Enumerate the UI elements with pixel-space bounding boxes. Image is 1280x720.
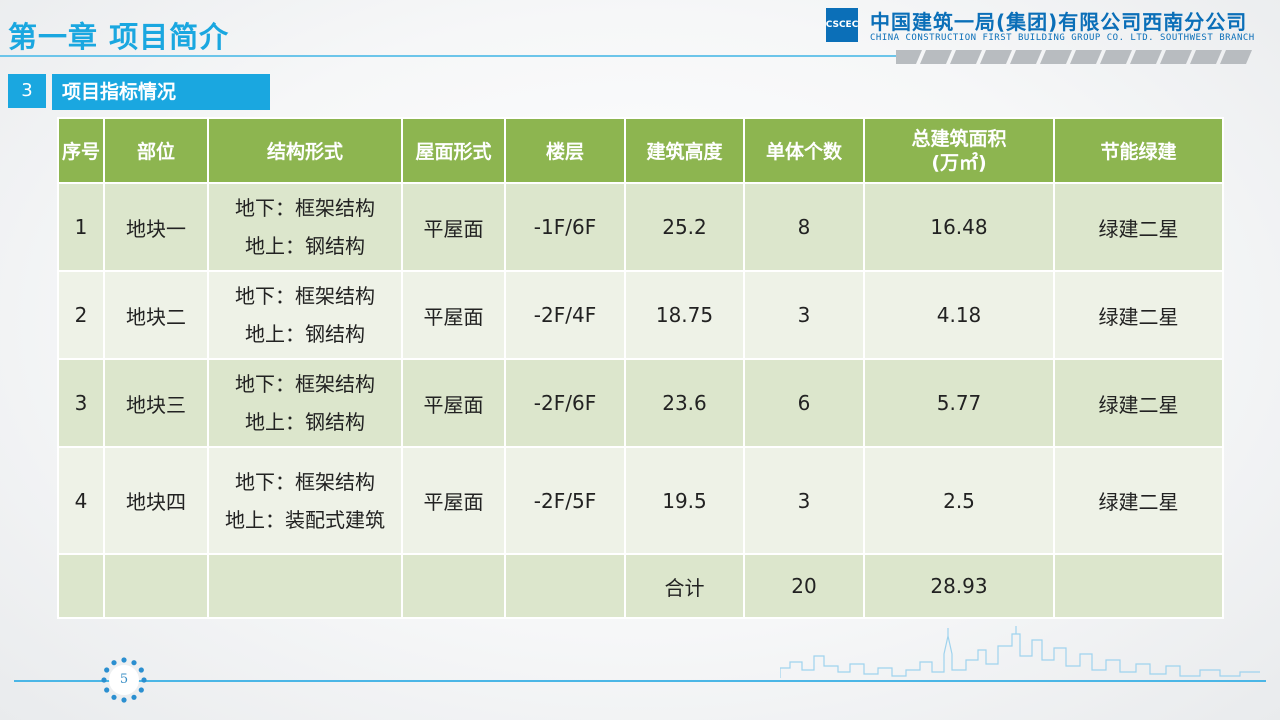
table-row: 2 地块二 地下：框架结构 地上：钢结构 平屋面 -2F/4F 18.75 3 …: [57, 270, 1224, 360]
cell-empty: [1053, 553, 1224, 619]
header-cell: 楼层: [504, 117, 626, 184]
header-cell-area: 总建筑面积 (万㎡): [863, 117, 1055, 184]
cell-roof: 平屋面: [401, 182, 506, 272]
logo-chinese-name: 中国建筑一局(集团)有限公司西南分公司: [870, 10, 1248, 34]
section-bar: 项目指标情况: [52, 74, 270, 110]
page-badge-icon: [101, 657, 147, 703]
cell-structure: 地下：框架结构 地上：钢结构: [207, 182, 403, 272]
cell-floors: -1F/6F: [504, 182, 626, 272]
cell-count: 6: [743, 358, 865, 448]
footer-rule: [14, 680, 1266, 682]
section-number: 3: [8, 74, 46, 108]
cell-green: 绿建二星: [1053, 270, 1224, 360]
cell-floors: -2F/5F: [504, 446, 626, 555]
structure-below: 地下：框架结构: [235, 469, 375, 494]
header-cell: 节能绿建: [1053, 117, 1224, 184]
cell-no: 1: [57, 182, 105, 272]
cell-no: 2: [57, 270, 105, 360]
header-cell: 序号: [57, 117, 105, 184]
cell-count: 8: [743, 182, 865, 272]
cell-part: 地块四: [103, 446, 209, 555]
cell-count: 3: [743, 446, 865, 555]
structure-above: 地上：钢结构: [245, 234, 365, 258]
cell-structure: 地下：框架结构 地上：钢结构: [207, 270, 403, 360]
cell-empty: [207, 553, 403, 619]
cell-green: 绿建二星: [1053, 446, 1224, 555]
cell-height: 19.5: [624, 446, 745, 555]
cell-floors: -2F/4F: [504, 270, 626, 360]
cell-structure: 地下：框架结构 地上：装配式建筑: [207, 446, 403, 555]
cell-area: 5.77: [863, 358, 1055, 448]
cell-part: 地块三: [103, 358, 209, 448]
header-cell: 部位: [103, 117, 209, 184]
cell-no: 3: [57, 358, 105, 448]
cell-part: 地块一: [103, 182, 209, 272]
cell-count: 3: [743, 270, 865, 360]
cell-roof: 平屋面: [401, 446, 506, 555]
cell-no: 4: [57, 446, 105, 555]
total-count: 20: [743, 553, 865, 619]
cell-height: 18.75: [624, 270, 745, 360]
cell-empty: [57, 553, 105, 619]
cell-green: 绿建二星: [1053, 358, 1224, 448]
cell-green: 绿建二星: [1053, 182, 1224, 272]
cell-height: 25.2: [624, 182, 745, 272]
cell-area: 16.48: [863, 182, 1055, 272]
structure-below: 地下：框架结构: [235, 372, 375, 396]
table-header-row: 序号 部位 结构形式 屋面形式 楼层 建筑高度 单体个数 总建筑面积 (万㎡) …: [57, 117, 1224, 184]
title-rule: [0, 55, 900, 57]
total-area: 28.93: [863, 553, 1055, 619]
cell-roof: 平屋面: [401, 270, 506, 360]
logo-english-name: CHINA CONSTRUCTION FIRST BUILDING GROUP …: [870, 33, 1255, 43]
project-metrics-table: 序号 部位 结构形式 屋面形式 楼层 建筑高度 单体个数 总建筑面积 (万㎡) …: [57, 117, 1224, 619]
header-area-line2: (万㎡): [931, 151, 987, 174]
structure-above: 地上：装配式建筑: [225, 507, 385, 532]
structure-above: 地上：钢结构: [245, 322, 365, 346]
page-number: 5: [119, 672, 129, 687]
table-row: 4 地块四 地下：框架结构 地上：装配式建筑 平屋面 -2F/5F 19.5 3…: [57, 446, 1224, 555]
table-row: 3 地块三 地下：框架结构 地上：钢结构 平屋面 -2F/6F 23.6 6 5…: [57, 358, 1224, 448]
structure-below: 地下：框架结构: [235, 196, 375, 220]
cell-empty: [401, 553, 506, 619]
header-cell: 结构形式: [207, 117, 403, 184]
city-skyline-graphic: [780, 626, 1260, 678]
header-cell: 屋面形式: [401, 117, 506, 184]
header-area-line1: 总建筑面积: [911, 127, 1007, 150]
table-total-row: 合计 20 28.93: [57, 553, 1224, 619]
table-row: 1 地块一 地下：框架结构 地上：钢结构 平屋面 -1F/6F 25.2 8 1…: [57, 182, 1224, 272]
cell-height: 23.6: [624, 358, 745, 448]
cell-area: 2.5: [863, 446, 1055, 555]
structure-below: 地下：框架结构: [235, 284, 375, 308]
logo-mark: CSCEC: [826, 8, 858, 42]
section-title: 项目指标情况: [62, 81, 177, 103]
total-label: 合计: [624, 553, 745, 619]
cell-empty: [504, 553, 626, 619]
structure-above: 地上：钢结构: [245, 410, 365, 434]
header-cell: 建筑高度: [624, 117, 745, 184]
cell-part: 地块二: [103, 270, 209, 360]
cell-empty: [103, 553, 209, 619]
header-cell: 单体个数: [743, 117, 865, 184]
cell-structure: 地下：框架结构 地上：钢结构: [207, 358, 403, 448]
chapter-title: 第一章 项目简介: [8, 20, 230, 54]
cell-roof: 平屋面: [401, 358, 506, 448]
company-logo: CSCEC 中国建筑一局(集团)有限公司西南分公司 CHINA CONSTRUC…: [826, 6, 1266, 46]
chevron-band: [896, 50, 1252, 64]
cell-area: 4.18: [863, 270, 1055, 360]
cell-floors: -2F/6F: [504, 358, 626, 448]
